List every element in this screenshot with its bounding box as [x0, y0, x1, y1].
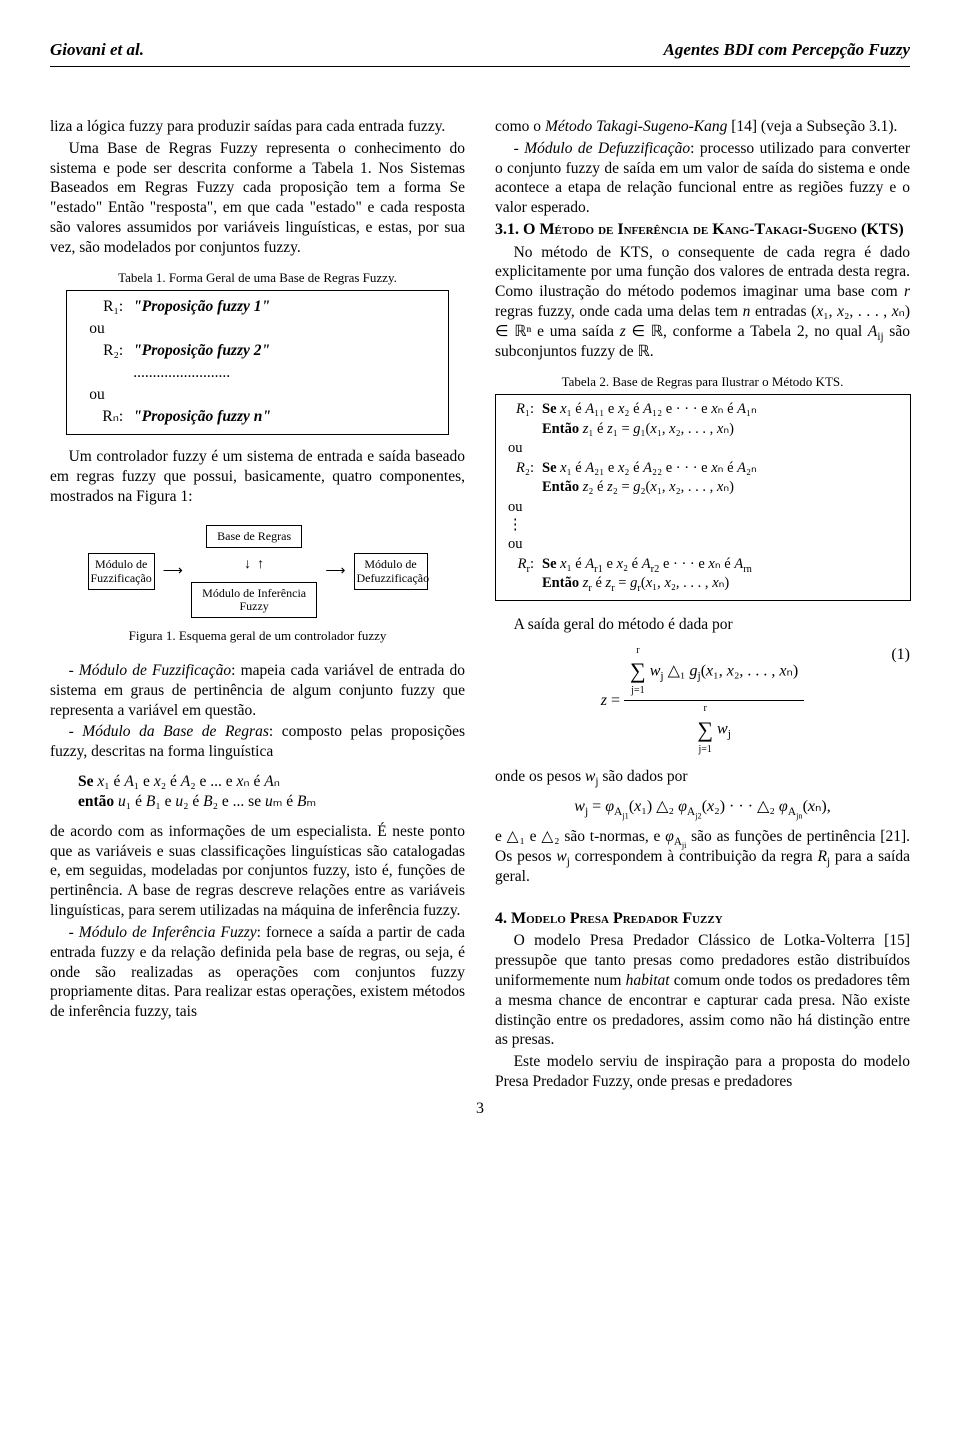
rule-value: "Proposição fuzzy 2"	[133, 341, 270, 361]
left-column: liza a lógica fuzzy para produzir saídas…	[50, 117, 465, 1094]
rule-then: Então z₁ é z₁ = g₁(x₁, x₂, . . . , xₙ)	[542, 420, 902, 439]
rule-or: ou	[508, 498, 902, 517]
rule-value: "Proposição fuzzy n"	[133, 407, 271, 427]
arrow-icon: ↓	[244, 556, 251, 574]
diagram-rule-base: Base de Regras	[206, 525, 302, 548]
right-column: como o Método Takagi-Sugeno-Kang [14] (v…	[495, 117, 910, 1094]
header-title: Agentes BDI com Percepção Fuzzy	[664, 40, 910, 60]
rule-if: Se x₁ é A₁₁ e x₂ é A₁₂ e · · · e xₙ é A₁…	[542, 400, 902, 419]
arrow-icon: ⟶	[163, 563, 183, 581]
rule-or: ou	[89, 319, 432, 339]
paragraph: - Módulo de Inferência Fuzzy: fornece a …	[50, 923, 465, 1022]
equation-wj: wj = φAj1(x₁) △₂ φAj2(x₂) · · · △₂ φAjn(…	[495, 797, 910, 817]
figure-caption: Figura 1. Esquema geral de um controlado…	[50, 628, 465, 645]
rule-if: Se x₁ é A₁ e x₂ é A₂ e ... e xₙ é Aₙ	[78, 772, 465, 792]
arrow-icon: ↑	[257, 556, 264, 574]
rule-dots: .........................	[133, 363, 230, 383]
paragraph: A saída geral do método é dada por	[495, 615, 910, 635]
diagram-inference: Módulo de Inferência Fuzzy	[191, 582, 318, 618]
rule-label: R₁:	[83, 297, 123, 317]
section-heading: 3.1. O Método de Inferência de Kang-Taka…	[495, 220, 910, 240]
rule-then: Então zr é zr = gr(x₁, x₂, . . . , xₙ)	[542, 574, 902, 593]
rule-or: ou	[508, 535, 902, 554]
equation-1: z = r∑j=1 wj △₁ gj(x₁, x₂, . . . , xₙ) r…	[495, 645, 910, 758]
paragraph: Este modelo serviu de inspiração para a …	[495, 1052, 910, 1092]
equation-number: (1)	[891, 645, 910, 665]
rule-then: Então z₂ é z₂ = g₂(x₁, x₂, . . . , xₙ)	[542, 478, 902, 497]
rule-or: ou	[508, 439, 902, 458]
section-heading: 4. Modelo Presa Predador Fuzzy	[495, 909, 910, 929]
paragraph: - Módulo da Base de Regras: composto pel…	[50, 722, 465, 762]
paragraph: - Módulo de Fuzzificação: mapeia cada va…	[50, 661, 465, 720]
rule-label: Rr:	[504, 555, 534, 574]
rule-if: Se x₁ é A₂₁ e x₂ é A₂₂ e · · · e xₙ é A₂…	[542, 459, 902, 478]
figure-1-diagram: Módulo de Fuzzificação ⟶ Base de Regras …	[88, 525, 428, 618]
arrow-icon: ⟶	[325, 563, 345, 581]
rule-or: ou	[89, 385, 432, 405]
paragraph: liza a lógica fuzzy para produzir saídas…	[50, 117, 465, 137]
diagram-defuzzification: Módulo de Defuzzificação	[354, 553, 428, 589]
rule-if: Se x₁ é Ar1 e x₂ é Ar2 e · · · e xₙ é Ar…	[542, 555, 902, 574]
vdots-icon: ⋮	[508, 516, 902, 535]
rule-label: R₂:	[504, 459, 534, 478]
rule-then: então u₁ é B₁ e u₂ é B₂ e ... se uₘ é Bₘ	[78, 792, 465, 812]
rule-label: R₁:	[504, 400, 534, 419]
rule-label: Rₙ:	[83, 407, 123, 427]
table-caption: Tabela 2. Base de Regras para Ilustrar o…	[495, 374, 910, 391]
header-authors: Giovani et al.	[50, 40, 144, 60]
paragraph: como o Método Takagi-Sugeno-Kang [14] (v…	[495, 117, 910, 137]
rule-block: Se x₁ é A₁ e x₂ é A₂ e ... e xₙ é Aₙ ent…	[78, 772, 465, 812]
table-2: R₁: Se x₁ é A₁₁ e x₂ é A₁₂ e · · · e xₙ é…	[495, 394, 911, 600]
paragraph: de acordo com as informações de um espec…	[50, 822, 465, 921]
paragraph: onde os pesos wj são dados por	[495, 767, 910, 787]
paragraph: - Módulo de Defuzzificação: processo uti…	[495, 139, 910, 218]
two-column-body: liza a lógica fuzzy para produzir saídas…	[50, 117, 910, 1094]
page-header: Giovani et al. Agentes BDI com Percepção…	[50, 40, 910, 67]
table-caption: Tabela 1. Forma Geral de uma Base de Reg…	[50, 270, 465, 287]
paragraph: e △₁ e △₂ são t-normas, e φAji são as fu…	[495, 827, 910, 886]
page-number: 3	[50, 1100, 910, 1118]
diagram-fuzzification: Módulo de Fuzzificação	[88, 553, 155, 589]
rule-label: R₂:	[83, 341, 123, 361]
rule-value: "Proposição fuzzy 1"	[133, 297, 270, 317]
table-1: R₁: "Proposição fuzzy 1" ou R₂: "Proposiçã…	[66, 290, 449, 435]
paragraph: Uma Base de Regras Fuzzy representa o co…	[50, 139, 465, 258]
paragraph: No método de KTS, o consequente de cada …	[495, 243, 910, 362]
paragraph: O modelo Presa Predador Clássico de Lotk…	[495, 931, 910, 1050]
paragraph: Um controlador fuzzy é um sistema de ent…	[50, 447, 465, 506]
